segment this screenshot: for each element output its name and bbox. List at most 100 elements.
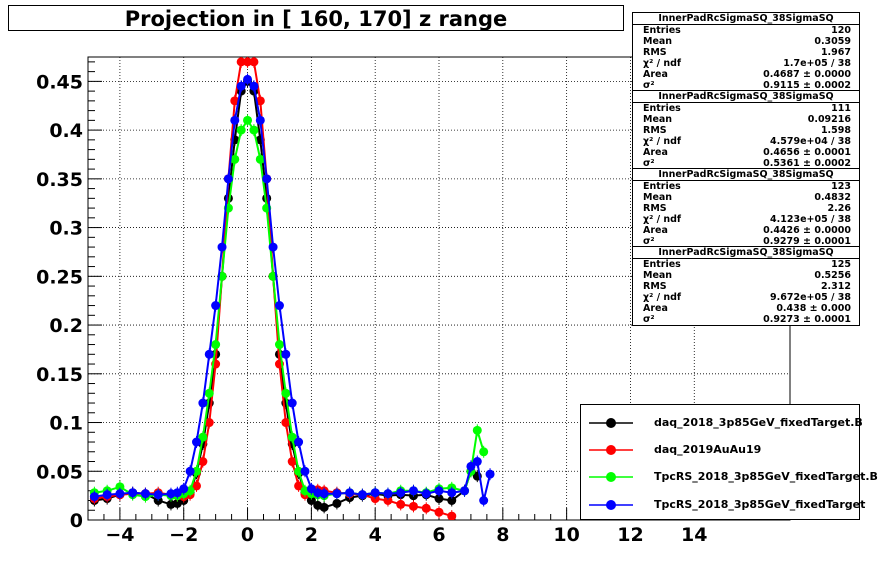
y-tick-label: 0.25 [36, 266, 83, 288]
stats-row: σ² 0.5361 ± 0.0002 [643, 158, 851, 169]
stats-row: Entries 123 [643, 181, 851, 192]
legend-dot [606, 500, 616, 510]
x-tick-label: −2 [169, 524, 198, 546]
data-point [198, 457, 208, 467]
data-point [466, 461, 476, 471]
data-point [223, 174, 233, 184]
stats-box: InnerPadRcSigmaSQ_38SigmaSQ Entries 120 M… [632, 12, 860, 92]
stats-row: χ² / ndf 4.579e+04 / 38 [643, 136, 851, 147]
data-point [479, 447, 489, 457]
y-tick-label: 0.45 [36, 71, 83, 93]
x-tick-label: −4 [105, 524, 134, 546]
stats-row: Mean 0.5256 [643, 270, 851, 281]
legend-item: TpcRS_2018_3p85GeV_fixedTarget [581, 493, 865, 517]
data-point [185, 466, 195, 476]
data-point [243, 115, 253, 125]
legend-marker [589, 418, 633, 428]
stats-row: Entries 125 [643, 259, 851, 270]
data-point [204, 418, 214, 428]
data-point [396, 499, 406, 509]
legend-label: TpcRS_2018_3p85GeV_fixedTarget.B [654, 470, 878, 483]
data-point [268, 242, 278, 252]
data-point [191, 437, 201, 447]
data-point [204, 349, 214, 359]
legend-item: TpcRS_2018_3p85GeV_fixedTarget.B [581, 465, 878, 489]
stats-title: InnerPadRcSigmaSQ_38SigmaSQ [633, 91, 859, 103]
data-point [447, 488, 457, 498]
data-point [255, 154, 265, 164]
data-point [281, 388, 291, 398]
data-point [153, 490, 163, 500]
data-point [460, 486, 470, 496]
y-tick-label: 0.1 [49, 413, 83, 435]
x-tick-label: 10 [553, 524, 579, 546]
data-point [421, 489, 431, 499]
stats-row: Area 0.4656 ± 0.0001 [643, 147, 851, 158]
y-tick-label: 0.4 [49, 120, 83, 142]
legend-item: daq_2018_3p85GeV_fixedTarget.B [581, 411, 863, 435]
data-point [236, 125, 246, 135]
data-point [179, 484, 189, 494]
data-point [274, 301, 284, 311]
legend-dot [606, 472, 616, 482]
data-point [319, 502, 329, 512]
data-point [211, 301, 221, 311]
data-point [472, 457, 482, 467]
data-point [115, 489, 125, 499]
data-point [236, 81, 246, 91]
data-point [249, 81, 259, 91]
data-point [294, 437, 304, 447]
data-point [249, 125, 259, 135]
data-point [204, 388, 214, 398]
stats-row: Mean 0.09216 [643, 114, 851, 125]
data-point [198, 398, 208, 408]
y-tick-label: 0.3 [49, 218, 83, 240]
data-point [434, 507, 444, 517]
data-point [281, 349, 291, 359]
stats-row: RMS 2.312 [643, 281, 851, 292]
data-point [434, 486, 444, 496]
stats-title: InnerPadRcSigmaSQ_38SigmaSQ [633, 169, 859, 181]
stats-row: σ² 0.9279 ± 0.0001 [643, 236, 851, 247]
stats-box: InnerPadRcSigmaSQ_38SigmaSQ Entries 125 M… [632, 246, 860, 326]
legend-item: daq_2019AuAu19 [581, 438, 861, 462]
series-line [94, 79, 478, 509]
data-point [345, 488, 355, 498]
legend-dot [606, 445, 616, 455]
data-point [383, 496, 393, 506]
stats-box: InnerPadRcSigmaSQ_38SigmaSQ Entries 111 M… [632, 90, 860, 170]
legend-marker [589, 472, 633, 482]
data-point [198, 432, 208, 442]
data-point [287, 432, 297, 442]
data-point [211, 340, 221, 350]
stats-row: RMS 1.967 [643, 47, 851, 58]
data-point [230, 154, 240, 164]
data-point [262, 174, 272, 184]
stats-row: Area 0.438 ± 0.000 [643, 303, 851, 314]
chart-title: Projection in [ 160, 170] z range [8, 5, 624, 31]
data-point [294, 481, 304, 491]
data-point [249, 57, 259, 67]
data-point [396, 488, 406, 498]
stats-row: χ² / ndf 4.123e+05 / 38 [643, 214, 851, 225]
data-point [217, 242, 227, 252]
stats-box: InnerPadRcSigmaSQ_38SigmaSQ Entries 123 M… [632, 168, 860, 248]
y-tick-label: 0.05 [36, 461, 83, 483]
stats-row: Area 0.4687 ± 0.0000 [643, 69, 851, 80]
data-point [230, 115, 240, 125]
stats-row: RMS 2.26 [643, 203, 851, 214]
plot-area [89, 57, 495, 520]
data-point [287, 457, 297, 467]
stats-row: Area 0.4426 ± 0.0000 [643, 225, 851, 236]
data-point [447, 511, 457, 520]
data-point [287, 398, 297, 408]
x-tick-label: 6 [432, 524, 445, 546]
y-tick-label: 0.2 [49, 315, 83, 337]
data-point [370, 488, 380, 498]
legend: daq_2018_3p85GeV_fixedTarget.B daq_2019A… [580, 404, 878, 520]
data-point [472, 425, 482, 435]
data-point [408, 501, 418, 511]
stats-title: InnerPadRcSigmaSQ_38SigmaSQ [633, 13, 859, 25]
data-point [408, 486, 418, 496]
stats-row: χ² / ndf 1.7e+05 / 38 [643, 58, 851, 69]
